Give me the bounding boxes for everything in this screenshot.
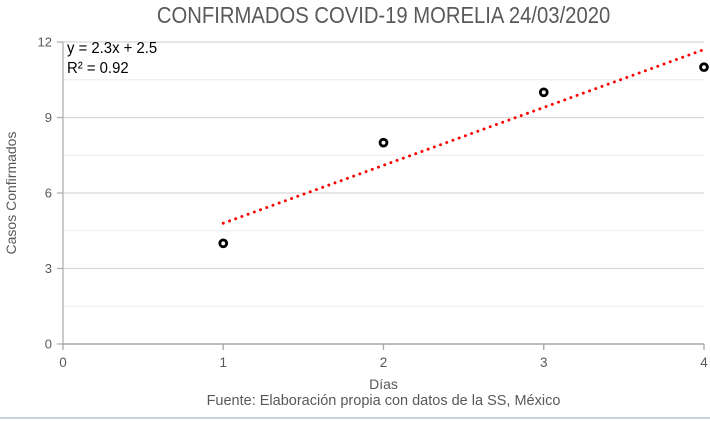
- y-tick-label: 0: [45, 337, 52, 352]
- y-axis-title: Casos Confirmados: [3, 131, 19, 255]
- x-tick-label: 3: [540, 355, 548, 370]
- trendline-r-squared: R² = 0.92: [67, 60, 129, 77]
- y-tick-label: 3: [45, 261, 52, 276]
- x-axis-title: Días: [369, 376, 398, 392]
- chart-title: CONFIRMADOS COVID-19 MORELIA 24/03/2020: [63, 2, 704, 29]
- trendline: [221, 48, 706, 225]
- data-point: [699, 62, 709, 73]
- y-tick-label: 6: [45, 186, 52, 201]
- x-tick-label: 1: [219, 355, 227, 370]
- chart-title-text: CONFIRMADOS COVID-19 MORELIA 24/03/2020: [156, 2, 611, 28]
- bottom-divider-line: [0, 417, 710, 419]
- trendline-equation: y = 2.3x + 2.5: [67, 40, 158, 57]
- data-point: [378, 137, 389, 148]
- x-tick-label: 4: [700, 355, 708, 370]
- x-tick-label: 0: [59, 355, 67, 370]
- x-tick-label: 2: [380, 355, 388, 370]
- y-tick-label: 9: [45, 110, 52, 125]
- trendline-label: y = 2.3x + 2.5 R² = 0.92: [67, 39, 157, 79]
- y-tick-label: 12: [38, 35, 52, 50]
- data-point: [218, 238, 229, 249]
- data-point: [538, 87, 549, 98]
- source-note: Fuente: Elaboración propia con datos de …: [206, 393, 561, 409]
